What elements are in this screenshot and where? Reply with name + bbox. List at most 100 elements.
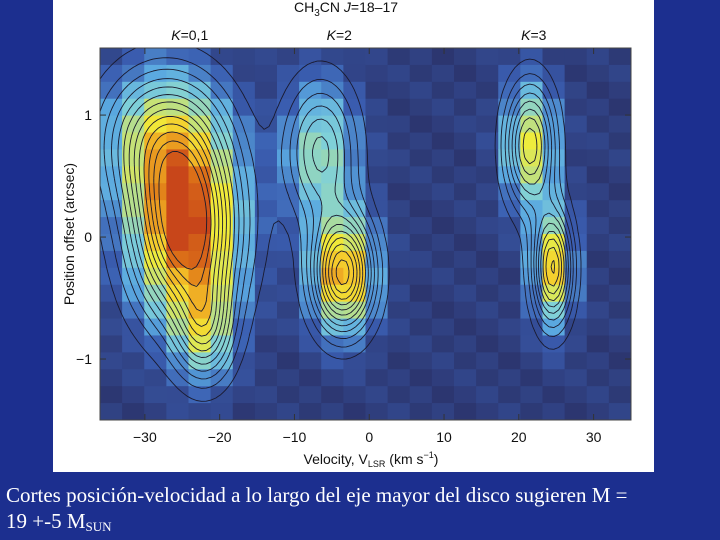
heatmap-cell	[476, 98, 499, 117]
x-axis-label: Velocity, VLSR (km s−1)	[304, 450, 439, 469]
heatmap-cell	[321, 48, 344, 66]
heatmap-cell	[144, 166, 167, 184]
heatmap-cell	[188, 217, 212, 235]
heatmap-cell	[277, 386, 300, 404]
heatmap-cell	[122, 318, 145, 337]
contour-line	[143, 123, 555, 327]
contour-line	[158, 151, 208, 270]
heatmap-cell	[232, 250, 256, 269]
heatmap-cell	[166, 149, 190, 167]
heatmap-cell	[321, 386, 344, 404]
heatmap-cell	[542, 149, 566, 167]
heatmap-cell	[409, 98, 433, 117]
heatmap-cell	[608, 81, 631, 100]
heatmap-cell	[100, 284, 123, 303]
heatmap-cell	[210, 98, 234, 117]
heatmap-cell	[409, 166, 433, 184]
heatmap-cell	[409, 386, 433, 404]
heatmap-cell	[520, 335, 544, 353]
heatmap-cell	[476, 234, 499, 252]
heatmap-cell	[608, 267, 631, 286]
heatmap-cell	[188, 200, 212, 218]
heatmap-cell	[476, 149, 499, 167]
heatmap-cell	[476, 132, 499, 151]
heatmap-cell	[299, 352, 322, 370]
heatmap-cell	[188, 352, 212, 370]
heatmap-cell	[122, 250, 145, 269]
heatmap-cell	[277, 403, 300, 420]
heatmap-cell	[454, 115, 477, 134]
plot-frame	[99, 47, 632, 421]
heatmap-cell	[586, 386, 610, 404]
heatmap-cell	[321, 369, 344, 387]
heatmap-cell	[254, 149, 278, 167]
heatmap-cell	[520, 183, 544, 201]
heatmap-cell	[431, 369, 455, 387]
heatmap-cell	[122, 64, 145, 83]
heatmap-cell	[232, 369, 256, 387]
heatmap-cell	[365, 318, 389, 337]
heatmap-cell	[365, 64, 389, 83]
heatmap-cell	[299, 98, 322, 117]
heatmap-cell	[520, 81, 544, 100]
heatmap-cell	[277, 335, 300, 353]
heatmap-cell	[254, 352, 278, 370]
heatmap-cell	[431, 335, 455, 353]
heatmap-cell	[586, 284, 610, 303]
heatmap-cell	[254, 115, 278, 134]
heatmap-cell	[431, 250, 455, 269]
heatmap-cell	[343, 234, 367, 252]
heatmap-cell	[277, 48, 300, 66]
heatmap-cell	[409, 48, 433, 66]
heatmap-cell	[387, 250, 411, 269]
chart-title: CH3CN J=18–17	[294, 0, 398, 19]
heatmap-cell	[542, 183, 566, 201]
heatmap-cell	[166, 98, 190, 117]
heatmap-cell	[454, 318, 477, 337]
heatmap-cell	[299, 403, 322, 420]
heatmap-cell	[409, 352, 433, 370]
heatmap-cell	[232, 318, 256, 337]
heatmap-cell	[476, 284, 499, 303]
heatmap-cell	[409, 183, 433, 201]
heatmap-cell	[210, 217, 234, 235]
caption-line-1: Cortes posición-velocidad a lo largo del…	[6, 483, 628, 507]
x-tick-label: −30	[133, 429, 157, 445]
heatmap-cell	[387, 403, 411, 420]
heatmap-cell	[431, 166, 455, 184]
heatmap-cell	[166, 166, 190, 184]
heatmap-cell	[365, 267, 389, 286]
heatmap-cell	[476, 200, 499, 218]
heatmap-cell	[454, 183, 477, 201]
heatmap-cell	[343, 98, 367, 117]
heatmap-cell	[498, 81, 521, 100]
heatmap-cell	[586, 403, 610, 420]
heatmap-cell	[498, 234, 521, 252]
heatmap-cell	[387, 183, 411, 201]
heatmap-cell	[387, 48, 411, 66]
heatmap-cell	[498, 386, 521, 404]
heatmap-cell	[564, 132, 588, 151]
heatmap-cell	[586, 132, 610, 151]
heatmap-cell	[166, 284, 190, 303]
heatmap-cell	[608, 64, 631, 83]
heatmap-cell	[254, 48, 278, 66]
heatmap-cell	[277, 200, 300, 218]
heatmap-cell	[608, 352, 631, 370]
heatmap-cell	[586, 301, 610, 320]
heatmap-cell	[277, 217, 300, 235]
heatmap-cell	[542, 369, 566, 387]
heatmap-cell	[144, 132, 167, 151]
heatmap-cell	[365, 217, 389, 235]
heatmap-cell	[564, 234, 588, 252]
heatmap-cell	[232, 149, 256, 167]
heatmap-cell	[277, 64, 300, 83]
heatmap-cell	[498, 335, 521, 353]
heatmap-cell	[277, 149, 300, 167]
heatmap-cell	[365, 149, 389, 167]
heatmap-cell	[144, 386, 167, 404]
heatmap-cell	[454, 301, 477, 320]
heatmap-cell	[321, 403, 344, 420]
heatmap-cell	[365, 335, 389, 353]
heatmap-cell	[431, 48, 455, 66]
